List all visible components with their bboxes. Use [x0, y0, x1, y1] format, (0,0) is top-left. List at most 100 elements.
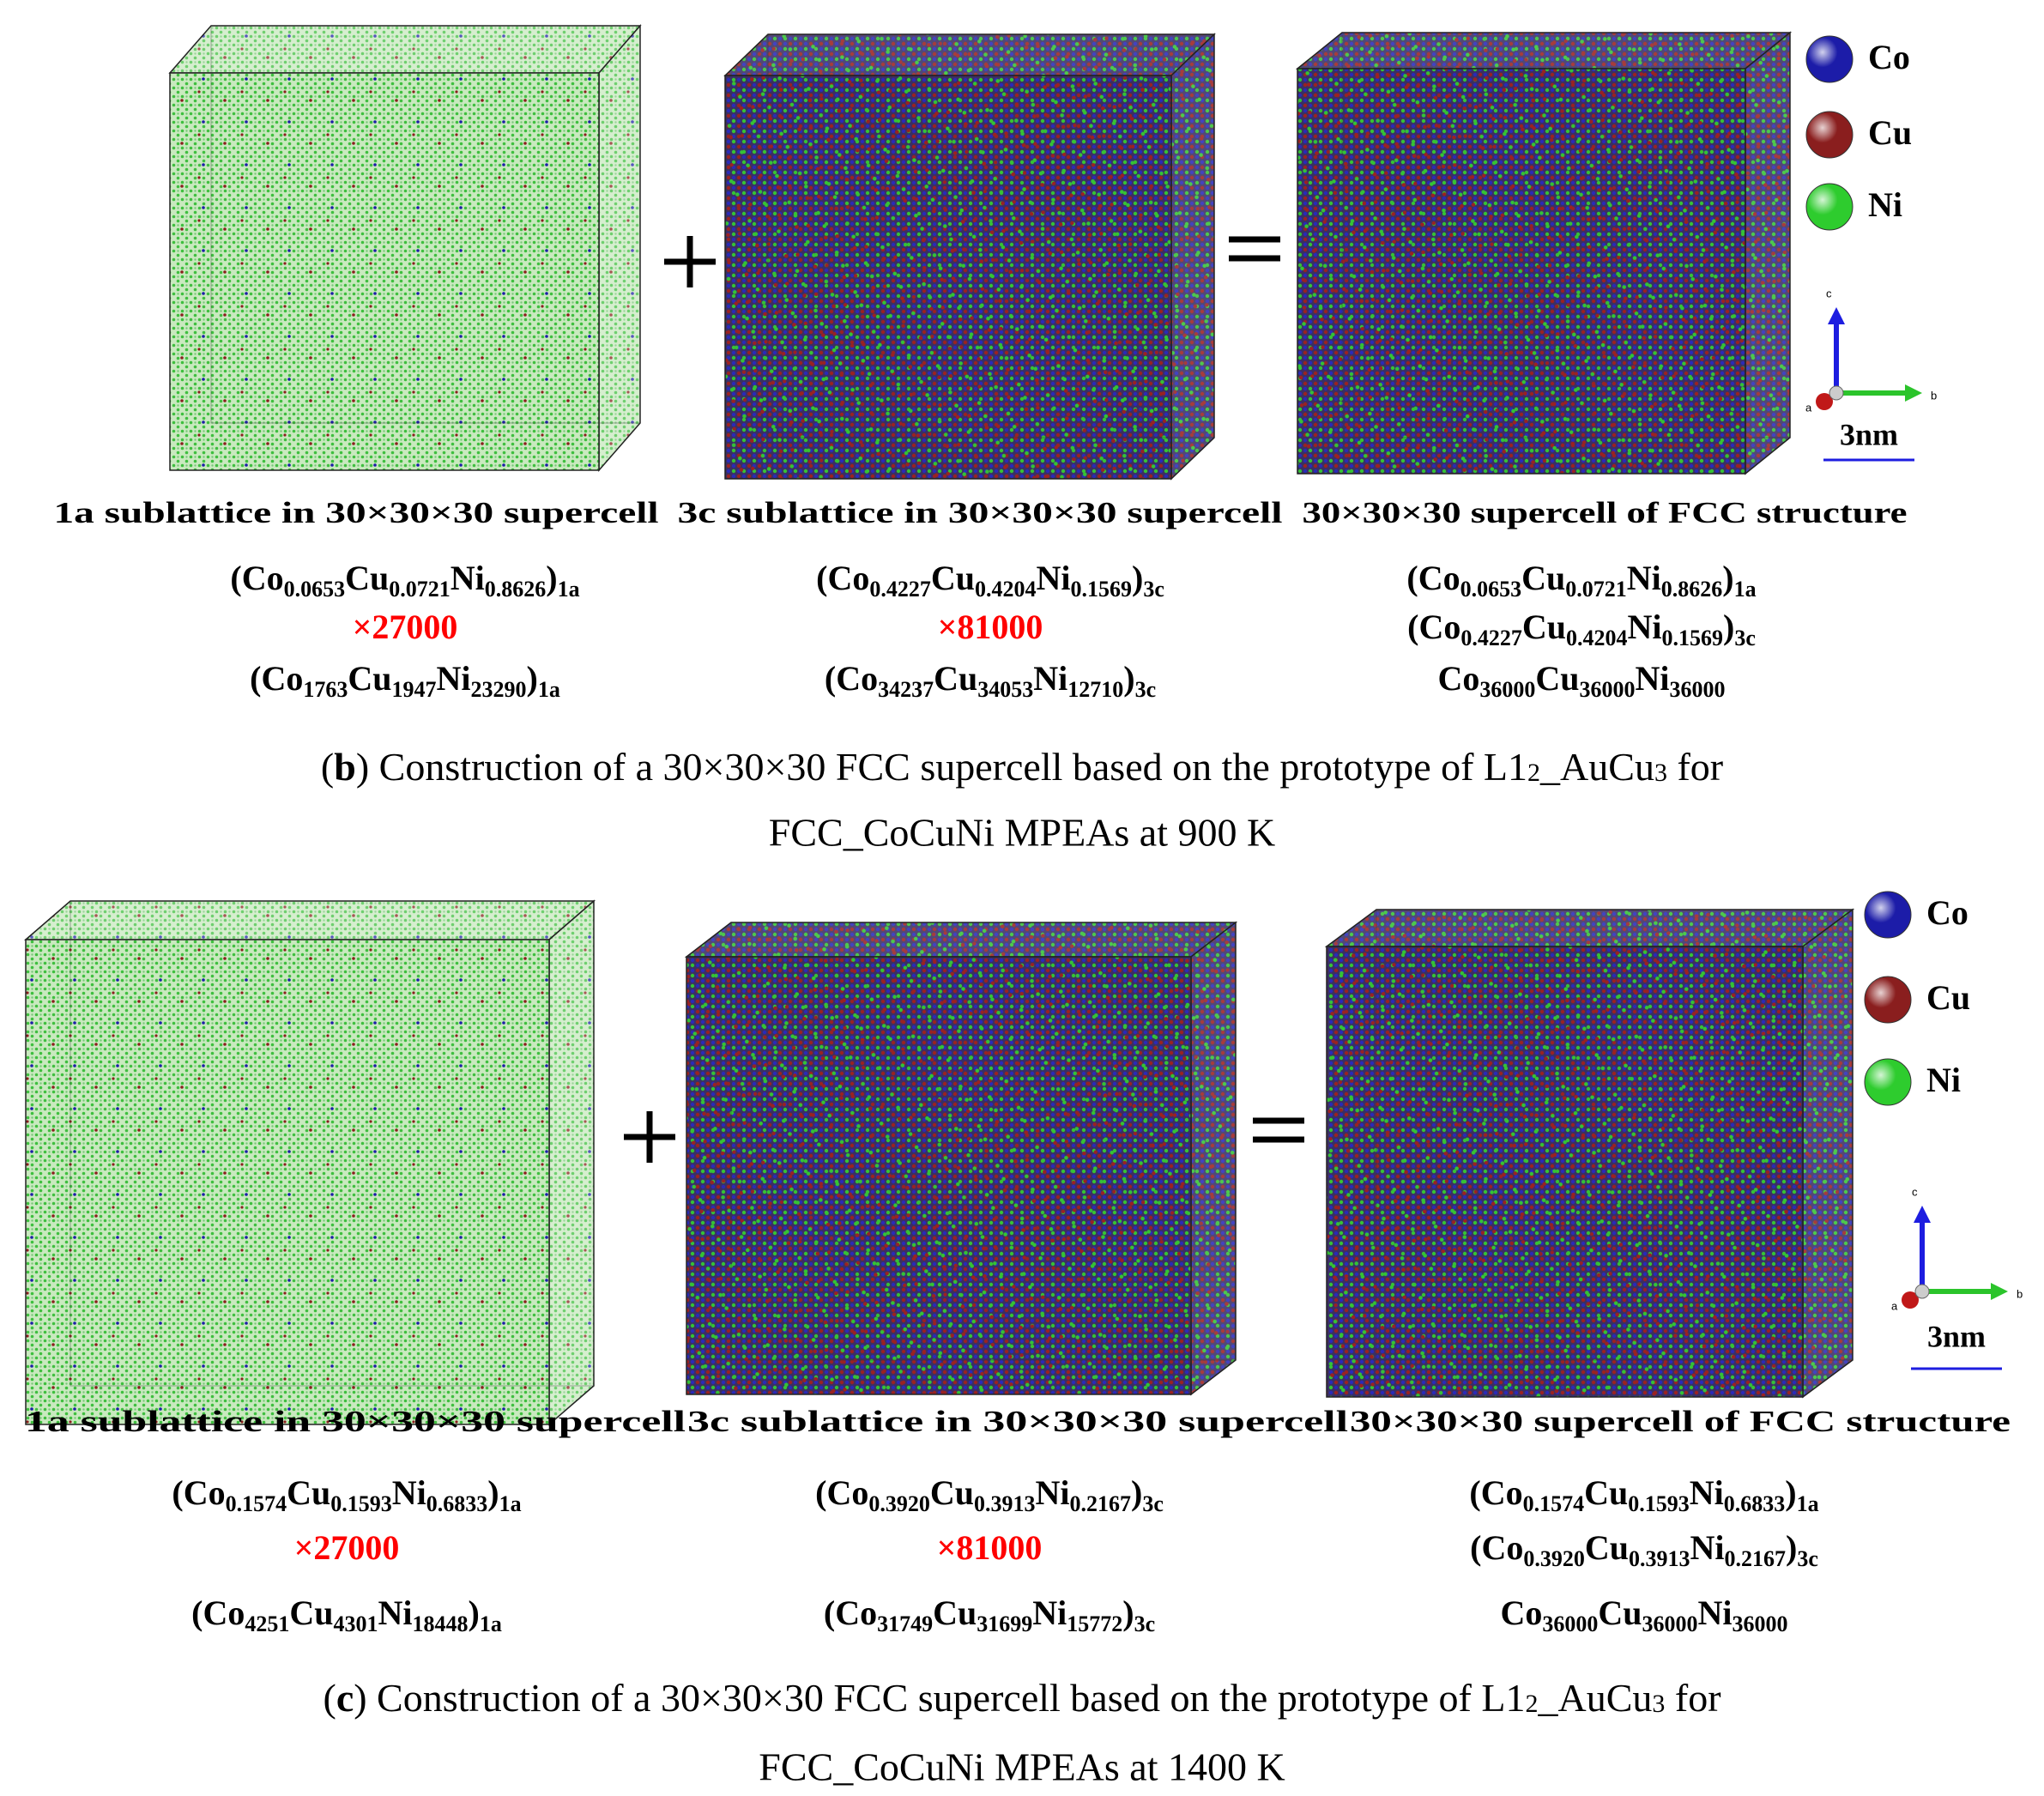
formula-symbol: Cu: [930, 1473, 974, 1512]
formula-subscript: 0.4204: [1566, 626, 1628, 650]
cube-label: 1a sublattice in 30×30×30 supercell: [54, 496, 659, 529]
formula-subscript: 36000: [1642, 1612, 1698, 1636]
formula-symbol: Ni: [437, 659, 471, 698]
formula-subscript: 3c: [1134, 1612, 1156, 1636]
formula-subscript: 0.3920: [1523, 1546, 1585, 1571]
formula-subscript: 0.4227: [869, 577, 931, 602]
legend-label: Ni: [1868, 185, 1902, 224]
formula-symbol: (Co: [191, 1593, 245, 1632]
formula-symbol: Cu: [287, 1473, 330, 1512]
formula-subscript: 0.3920: [868, 1491, 930, 1516]
caption-segment: for: [1667, 745, 1723, 789]
legend-label: Co: [1868, 38, 1910, 76]
cube-face-atoms: [686, 957, 1191, 1394]
formula-subscript: 4301: [334, 1612, 378, 1636]
axis-b-label: b: [2017, 1287, 2023, 1300]
caption-segment: (: [321, 745, 334, 789]
legend-marker-shine: [1806, 36, 1853, 82]
formula-symbol: ): [487, 1473, 499, 1512]
cube-face-atoms: [1745, 33, 1790, 474]
cube-edge: [1297, 68, 1746, 475]
formula-subscript: 0.1569: [1661, 626, 1723, 650]
formula-subscript: 0.0653: [284, 577, 346, 602]
formula-symbol: (Co: [815, 1473, 868, 1512]
formula-symbol: ): [469, 1593, 480, 1632]
formula-subscript: 1a: [1797, 1491, 1819, 1516]
cube-hidden-edge: [730, 922, 1236, 1361]
formula-symbol: (Co: [172, 1473, 225, 1512]
formula-subscript: 0.8626: [485, 577, 547, 602]
formula-subscript: 31699: [977, 1612, 1032, 1636]
caption-segment: _AuCu: [1539, 745, 1654, 789]
cube-edge: [1326, 946, 1804, 1398]
formula: (Co0.0653Cu0.0721Ni0.8626)1a: [1406, 559, 1756, 602]
cube-edge: [686, 956, 1192, 1395]
formula-symbol: (Co: [1469, 1473, 1522, 1512]
cube-face-atoms: [170, 26, 640, 73]
formula-subscript: 3c: [1135, 677, 1157, 702]
legend-label: Cu: [1926, 978, 1970, 1017]
cube-face-atoms: [1297, 69, 1745, 474]
formula-symbol: Ni: [1035, 1473, 1069, 1512]
cube-hidden-edge: [767, 34, 1214, 438]
formula-symbol: Cu: [1535, 659, 1579, 698]
formula-symbol: ): [1132, 559, 1143, 597]
cube-face-shade: [686, 922, 1236, 957]
axis-c-head: [1828, 307, 1845, 324]
formula-subscript: 36000: [1580, 677, 1636, 702]
legend-marker-shine: [1865, 892, 1911, 938]
caption-segment: 3: [1652, 1690, 1665, 1718]
formula-subscript: 34053: [977, 677, 1033, 702]
legend-label: Co: [1926, 893, 1968, 932]
cube-face-shade: [170, 26, 640, 73]
formula-subscript: 3c: [1734, 626, 1756, 650]
formula-symbol: ): [1123, 659, 1134, 698]
cube-edge: [724, 75, 1172, 480]
formula-subscript: 0.0721: [1565, 577, 1627, 602]
formula-symbol: (Co: [1406, 559, 1460, 597]
axis-origin: [1829, 385, 1844, 401]
cube-label: 30×30×30 supercell of FCC structure: [1350, 1405, 2011, 1438]
axis-a-ball: [1816, 393, 1833, 410]
axis-a-ball: [1902, 1291, 1919, 1309]
formula-symbol: (Co: [250, 659, 303, 698]
formula-symbol: Ni: [1036, 559, 1070, 597]
formula-subscript: 23290: [471, 677, 527, 702]
cube-face-shade: [725, 34, 1214, 76]
legend-label: Cu: [1868, 113, 1912, 152]
caption-segment: ) Construction of a 30×30×30 FCC superce…: [356, 745, 1527, 789]
cube-face-shade: [599, 26, 640, 470]
formula-symbol: ): [527, 659, 538, 698]
formula-symbol: (Co: [825, 659, 878, 698]
formula-subscript: 31749: [877, 1612, 933, 1636]
formula-symbol: Cu: [934, 659, 977, 698]
formula: (Co34237Cu34053Ni12710)3c: [825, 659, 1156, 702]
axis-c-label: c: [1826, 287, 1832, 299]
formula-subscript: 0.6833: [1724, 1491, 1786, 1516]
cube-face-atoms: [1297, 33, 1790, 69]
axis-b-head: [1905, 384, 1922, 402]
supercell-cube: [168, 24, 642, 472]
formula-symbol: Cu: [1585, 1528, 1629, 1567]
formula: Co36000Cu36000Ni36000: [1437, 659, 1725, 702]
formula: Co36000Cu36000Ni36000: [1500, 1593, 1787, 1636]
formula-symbol: Ni: [392, 1473, 426, 1512]
formula-subscript: 12710: [1067, 677, 1123, 702]
formula: (Co31749Cu31699Ni15772)3c: [824, 1593, 1155, 1636]
formula-symbol: Cu: [1598, 1593, 1642, 1632]
formula: (Co1763Cu1947Ni23290)1a: [250, 659, 560, 702]
legend-marker-shine: [1865, 1059, 1911, 1105]
scale-label: 3nm: [1840, 417, 1898, 451]
supercell-cube: [723, 33, 1216, 481]
formula-subscript: 0.1574: [1523, 1491, 1585, 1516]
legend-marker-shine: [1865, 977, 1911, 1023]
formula-symbol: Cu: [289, 1593, 333, 1632]
formula: (Co4251Cu4301Ni18448)1a: [191, 1593, 502, 1636]
formula-symbol: Ni: [1032, 1593, 1067, 1632]
formula-symbol: Co: [1500, 1593, 1542, 1632]
formula: (Co0.4227Cu0.4204Ni0.1569)3c: [816, 559, 1164, 602]
cube-hidden-edge: [1341, 33, 1790, 438]
formula-symbol: (Co: [1407, 608, 1460, 646]
formula: (Co0.1574Cu0.1593Ni0.6833)1a: [172, 1473, 521, 1516]
formula-subscript: 1a: [538, 677, 560, 702]
